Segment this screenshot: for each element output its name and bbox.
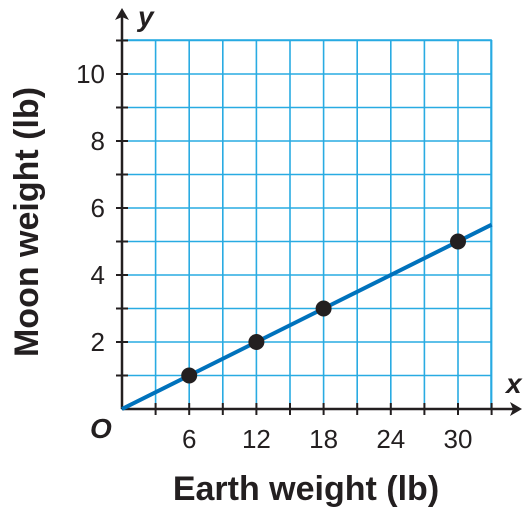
x-axis-arrow [510, 402, 522, 416]
y-tick-label: 8 [91, 126, 105, 156]
x-axis-title: Earth weight (lb) [173, 470, 439, 508]
grid [121, 39, 493, 410]
data-point [450, 233, 466, 250]
x-tick-label: 30 [444, 424, 473, 454]
axes [115, 8, 522, 416]
y-tick-label: 6 [91, 193, 105, 223]
data-points [181, 233, 466, 384]
y-tick-label: 2 [91, 327, 105, 357]
y-tick-label: 4 [91, 260, 105, 290]
y-tick-labels: 2 4 6 8 10 [76, 59, 105, 357]
y-axis-arrow [115, 8, 129, 20]
x-tick-label: 12 [242, 424, 271, 454]
data-point [248, 334, 265, 350]
y-tick-label: 10 [76, 59, 105, 89]
grid-border [121, 39, 492, 410]
x-tick-labels: 6 12 18 24 30 [182, 424, 472, 454]
x-axis-variable: x [504, 368, 523, 399]
x-tick-label: 18 [309, 424, 338, 454]
y-axis-variable: y [136, 1, 155, 32]
data-point [181, 367, 198, 384]
x-tick-label: 24 [376, 424, 405, 454]
series-line [121, 222, 493, 411]
origin-label: O [90, 413, 112, 444]
y-axis-title: Moon weight (lb) [8, 87, 46, 357]
data-point [315, 300, 332, 317]
x-tick-label: 6 [182, 424, 196, 454]
